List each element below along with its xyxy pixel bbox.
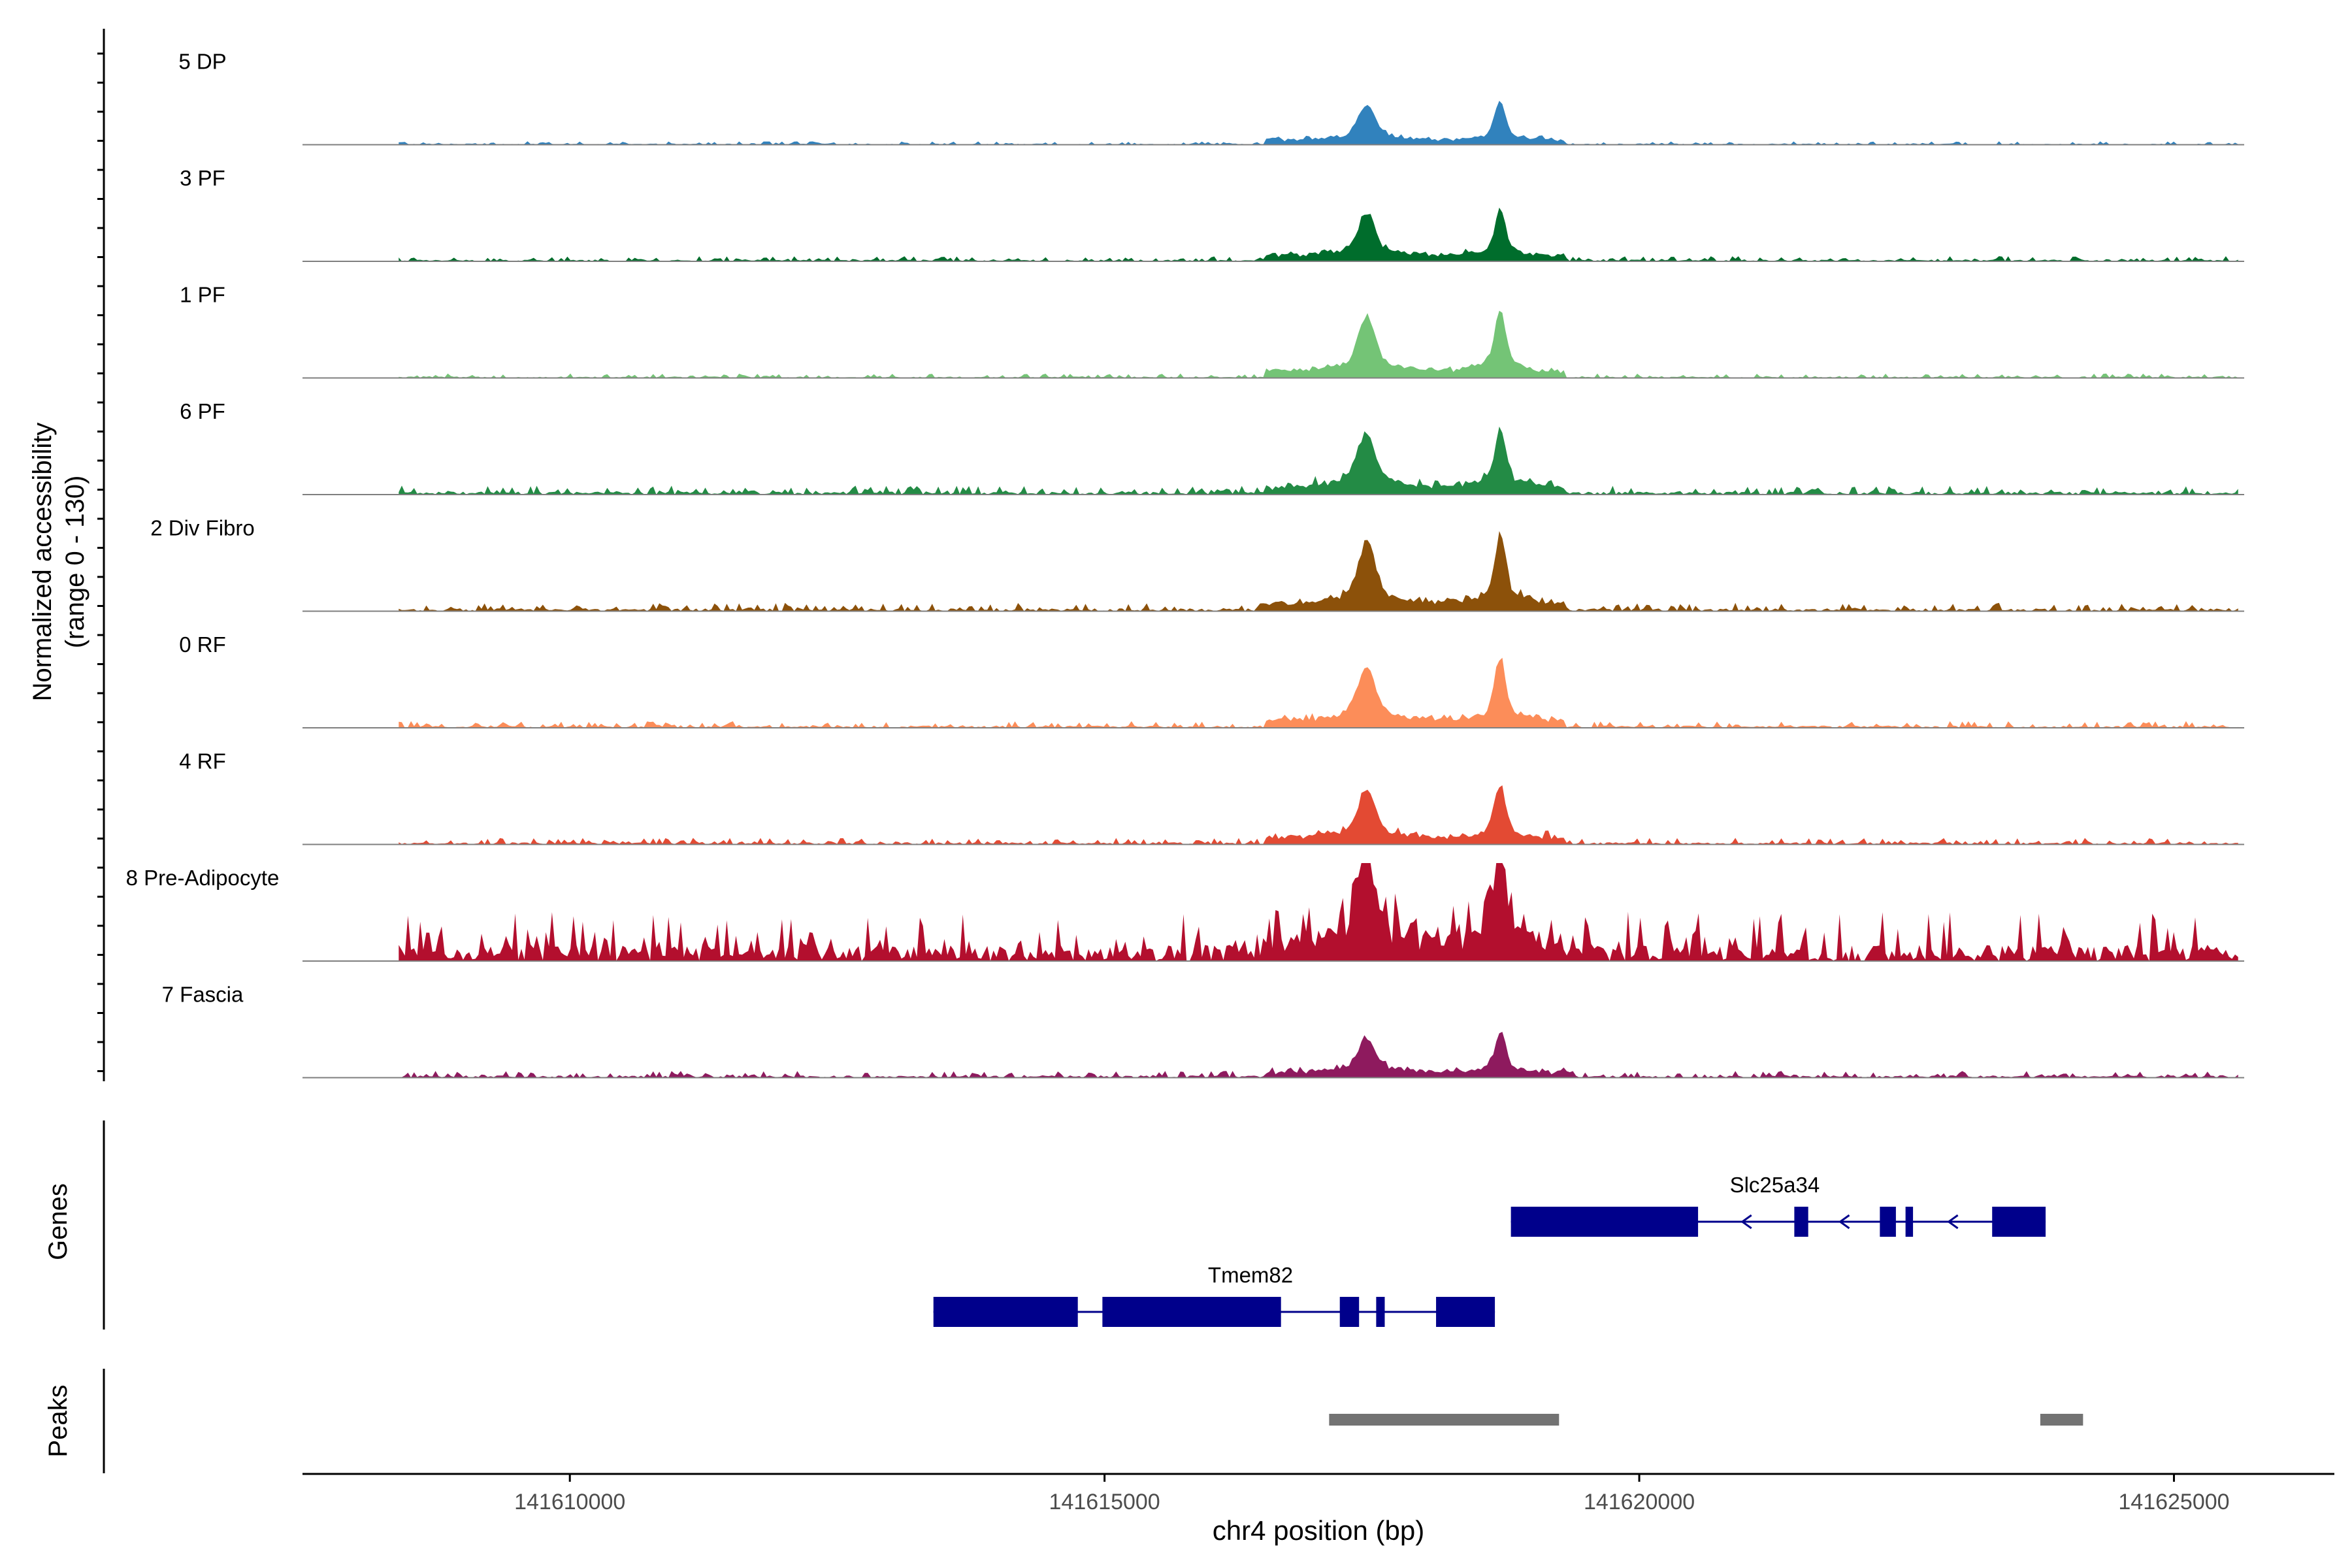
coverage-y-axis: Normalized accessibility (range 0 - 130) — [28, 29, 105, 1081]
coverage-area — [399, 101, 2238, 145]
track-0-rf: 0 RF — [179, 632, 2244, 728]
gene-name: Tmem82 — [1208, 1263, 1293, 1287]
track-2-div-fibro: 2 Div Fibro — [150, 516, 2244, 612]
track-label: 1 PF — [180, 283, 225, 307]
strand-arrow-icon — [1947, 1214, 1959, 1230]
gene-exon — [1511, 1207, 1699, 1237]
peak-region — [1329, 1414, 1560, 1426]
gene-exon — [933, 1297, 1078, 1327]
coverage-area — [399, 657, 2238, 728]
track-label: 7 Fascia — [162, 983, 244, 1007]
coverage-tracks: 5 DP 3 PF 1 PF 6 PF 2 Div Fibro 0 RF 4 RF 8 Pre… — [126, 50, 2244, 1079]
peak-regions — [1329, 1414, 2083, 1426]
coverage-area — [399, 426, 2238, 495]
gene-exon — [1436, 1297, 1495, 1327]
x-tick-label: 141615000 — [1049, 1490, 1160, 1514]
track-label: 2 Div Fibro — [150, 516, 255, 540]
gene-exon — [1880, 1207, 1896, 1237]
track-6-pf: 6 PF — [180, 399, 2244, 495]
y-axis-label: Normalized accessibility — [28, 423, 57, 702]
x-tick-label: 141610000 — [514, 1490, 625, 1514]
track-5-dp: 5 DP — [178, 50, 2244, 146]
x-axis-label: chr4 position (bp) — [1213, 1515, 1425, 1546]
genes-panel: Genes Slc25a34 Tmem82 — [44, 1120, 2046, 1330]
x-tick-label: 141625000 — [2118, 1490, 2229, 1514]
gene-tmem82: Tmem82 — [933, 1263, 1495, 1327]
peaks-label: Peaks — [44, 1384, 73, 1457]
coverage-area — [399, 310, 2238, 378]
gene-exon — [1905, 1207, 1914, 1237]
gene-slc25a34: Slc25a34 — [1511, 1173, 2046, 1237]
track-4-rf: 4 RF — [179, 749, 2244, 845]
gene-exon — [1102, 1297, 1281, 1327]
gene-exon — [1992, 1207, 2046, 1237]
track-label: 0 RF — [179, 632, 226, 657]
x-axis-ticks: 141610000 141615000 141620000 141625000 — [514, 1474, 2230, 1514]
gene-exon — [1339, 1297, 1360, 1327]
strand-arrow-icon — [1838, 1214, 1850, 1230]
gene-exon — [1794, 1207, 1808, 1237]
y-axis-range-label: (range 0 - 130) — [61, 476, 90, 649]
coverage-area — [399, 785, 2238, 845]
track-1-pf: 1 PF — [180, 283, 2244, 379]
track-7-fascia: 7 Fascia — [162, 983, 2244, 1079]
peak-region — [2040, 1414, 2083, 1426]
gene-exon — [1376, 1297, 1385, 1327]
track-3-pf: 3 PF — [180, 166, 2244, 262]
coverage-area — [399, 207, 2238, 261]
peaks-panel: Peaks — [44, 1369, 2083, 1473]
track-label: 3 PF — [180, 166, 225, 190]
track-label: 8 Pre-Adipocyte — [126, 866, 280, 890]
coverage-area — [399, 863, 2238, 961]
strand-arrow-icon — [1740, 1214, 1752, 1230]
x-axis: 141610000 141615000 141620000 141625000 chr… — [302, 1473, 2334, 1546]
coverage-area — [399, 1032, 2238, 1078]
track-label: 5 DP — [178, 50, 226, 74]
track-label: 4 RF — [179, 749, 226, 774]
coverage-y-ticks — [97, 52, 104, 1072]
coverage-area — [399, 531, 2238, 612]
track-8-pre-adipocyte: 8 Pre-Adipocyte — [126, 863, 2244, 962]
x-tick-label: 141620000 — [1584, 1490, 1695, 1514]
gene-models: Slc25a34 Tmem82 — [933, 1173, 2046, 1327]
genes-label: Genes — [44, 1183, 73, 1260]
track-label: 6 PF — [180, 399, 225, 423]
gene-name: Slc25a34 — [1730, 1173, 1820, 1197]
